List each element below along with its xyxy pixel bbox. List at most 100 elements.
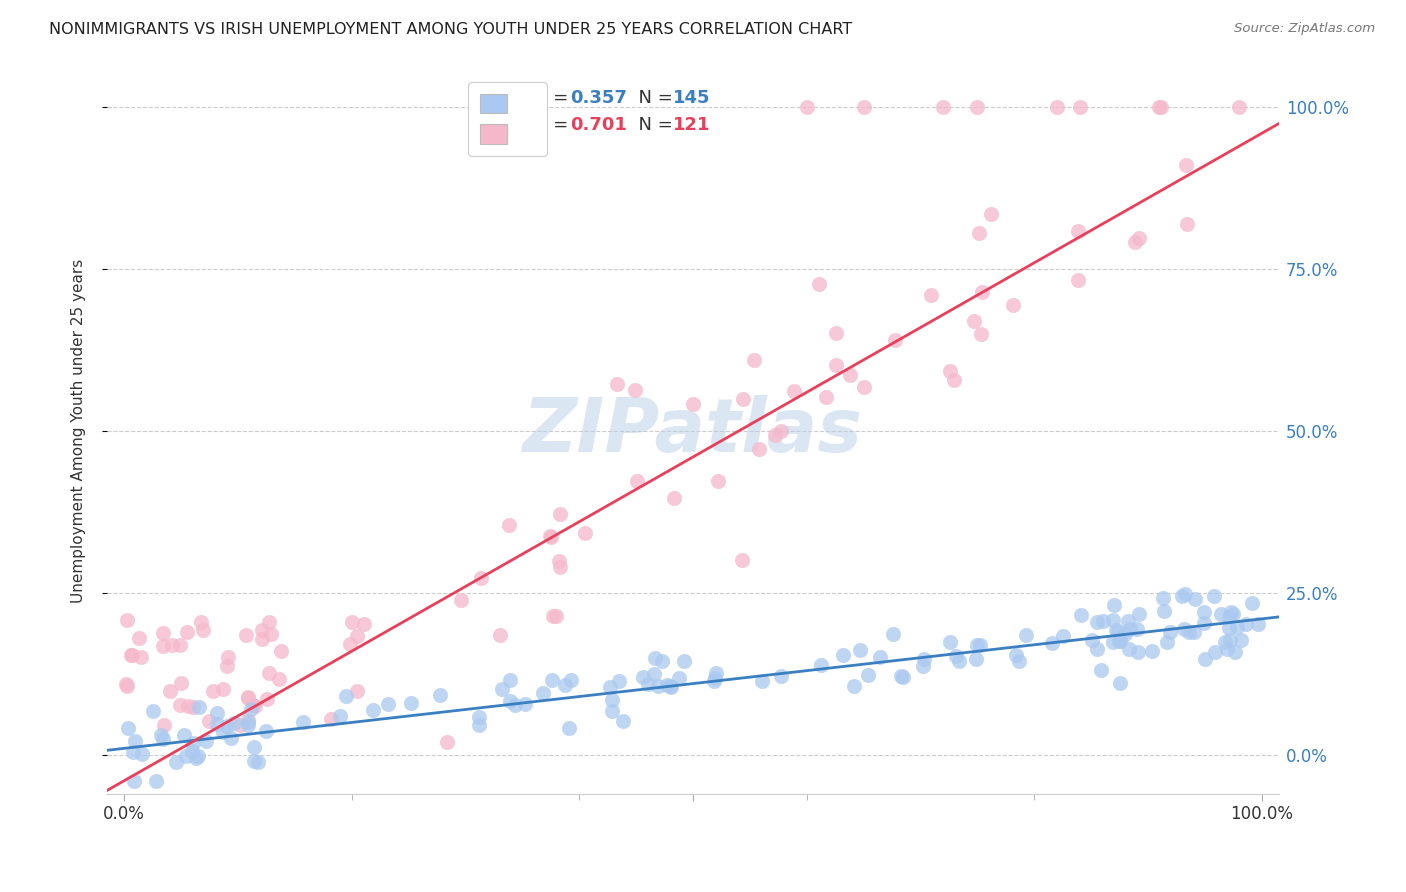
Point bbox=[969, 327, 991, 342]
Point bbox=[1101, 635, 1123, 649]
Point bbox=[152, 625, 174, 640]
Point bbox=[967, 226, 990, 240]
Point bbox=[704, 666, 727, 681]
Point bbox=[1090, 663, 1112, 677]
Point bbox=[970, 285, 993, 299]
Point bbox=[1184, 591, 1206, 606]
Point bbox=[176, 625, 198, 640]
Point bbox=[943, 373, 966, 387]
Point bbox=[1108, 634, 1130, 648]
Text: R =: R = bbox=[534, 89, 574, 107]
Point bbox=[211, 681, 233, 696]
Point bbox=[1152, 591, 1174, 606]
Point bbox=[377, 697, 399, 711]
Point bbox=[920, 288, 942, 302]
Point bbox=[122, 745, 145, 759]
Point bbox=[891, 670, 914, 684]
Point bbox=[187, 749, 209, 764]
Point bbox=[637, 677, 659, 691]
Point bbox=[938, 635, 960, 649]
Point bbox=[1046, 100, 1069, 114]
Point bbox=[1091, 614, 1114, 628]
Point bbox=[1126, 645, 1149, 659]
Point bbox=[499, 673, 522, 688]
Point bbox=[503, 698, 526, 713]
Point bbox=[181, 736, 204, 750]
Point bbox=[238, 690, 260, 704]
Text: 145: 145 bbox=[673, 89, 710, 107]
Point bbox=[202, 684, 225, 698]
Point bbox=[1192, 615, 1215, 630]
Point bbox=[939, 364, 962, 378]
Text: Source: ZipAtlas.com: Source: ZipAtlas.com bbox=[1234, 22, 1375, 36]
Point bbox=[246, 756, 269, 770]
Point bbox=[814, 390, 837, 404]
Point bbox=[544, 609, 567, 624]
Point bbox=[607, 673, 630, 688]
Point bbox=[643, 667, 665, 681]
Point bbox=[856, 668, 879, 682]
Y-axis label: Unemployment Among Youth under 25 years: Unemployment Among Youth under 25 years bbox=[72, 259, 86, 603]
Point bbox=[128, 632, 150, 646]
Point bbox=[824, 358, 846, 372]
Point bbox=[259, 627, 281, 641]
Text: N =: N = bbox=[627, 89, 679, 107]
Point bbox=[1140, 644, 1163, 658]
Point bbox=[832, 648, 855, 662]
Point bbox=[229, 717, 252, 731]
Point bbox=[626, 474, 648, 488]
Point bbox=[353, 617, 375, 632]
Point bbox=[1219, 633, 1241, 648]
Point bbox=[215, 719, 238, 733]
Point bbox=[145, 773, 167, 788]
Point bbox=[890, 669, 912, 683]
Point bbox=[1194, 651, 1216, 665]
Point bbox=[170, 675, 193, 690]
Point bbox=[1173, 622, 1195, 636]
Text: 0.701: 0.701 bbox=[569, 116, 627, 134]
Point bbox=[651, 654, 673, 668]
Point bbox=[1175, 218, 1198, 232]
Point bbox=[346, 684, 368, 698]
Point bbox=[236, 690, 259, 705]
Point bbox=[965, 652, 987, 666]
Point bbox=[682, 397, 704, 411]
Point bbox=[498, 517, 520, 532]
Point bbox=[1226, 619, 1249, 633]
Point bbox=[250, 624, 273, 638]
Point bbox=[270, 643, 292, 657]
Point bbox=[399, 696, 422, 710]
Point bbox=[242, 698, 264, 713]
Point bbox=[707, 474, 730, 488]
Point bbox=[450, 593, 472, 607]
Point bbox=[256, 691, 278, 706]
Point bbox=[1174, 158, 1197, 172]
Point bbox=[254, 723, 277, 738]
Point bbox=[131, 650, 153, 665]
Point bbox=[1108, 633, 1130, 648]
Point bbox=[731, 392, 754, 406]
Point bbox=[1128, 231, 1150, 245]
Point bbox=[548, 507, 571, 521]
Point bbox=[1081, 632, 1104, 647]
Point bbox=[1178, 625, 1201, 640]
Point bbox=[142, 704, 165, 718]
Point bbox=[429, 689, 451, 703]
Point bbox=[966, 100, 988, 114]
Point bbox=[117, 613, 139, 627]
Point bbox=[321, 712, 343, 726]
Point bbox=[1116, 614, 1139, 628]
Point bbox=[1008, 654, 1031, 668]
Point bbox=[1070, 607, 1092, 622]
Point bbox=[558, 721, 581, 735]
Point bbox=[1114, 627, 1136, 641]
Point bbox=[195, 734, 218, 748]
Point bbox=[560, 673, 582, 687]
Point bbox=[149, 728, 172, 742]
Point bbox=[240, 702, 263, 716]
Point bbox=[574, 525, 596, 540]
Point bbox=[335, 690, 357, 704]
Point bbox=[329, 708, 352, 723]
Point bbox=[1159, 624, 1181, 639]
Point bbox=[193, 623, 215, 637]
